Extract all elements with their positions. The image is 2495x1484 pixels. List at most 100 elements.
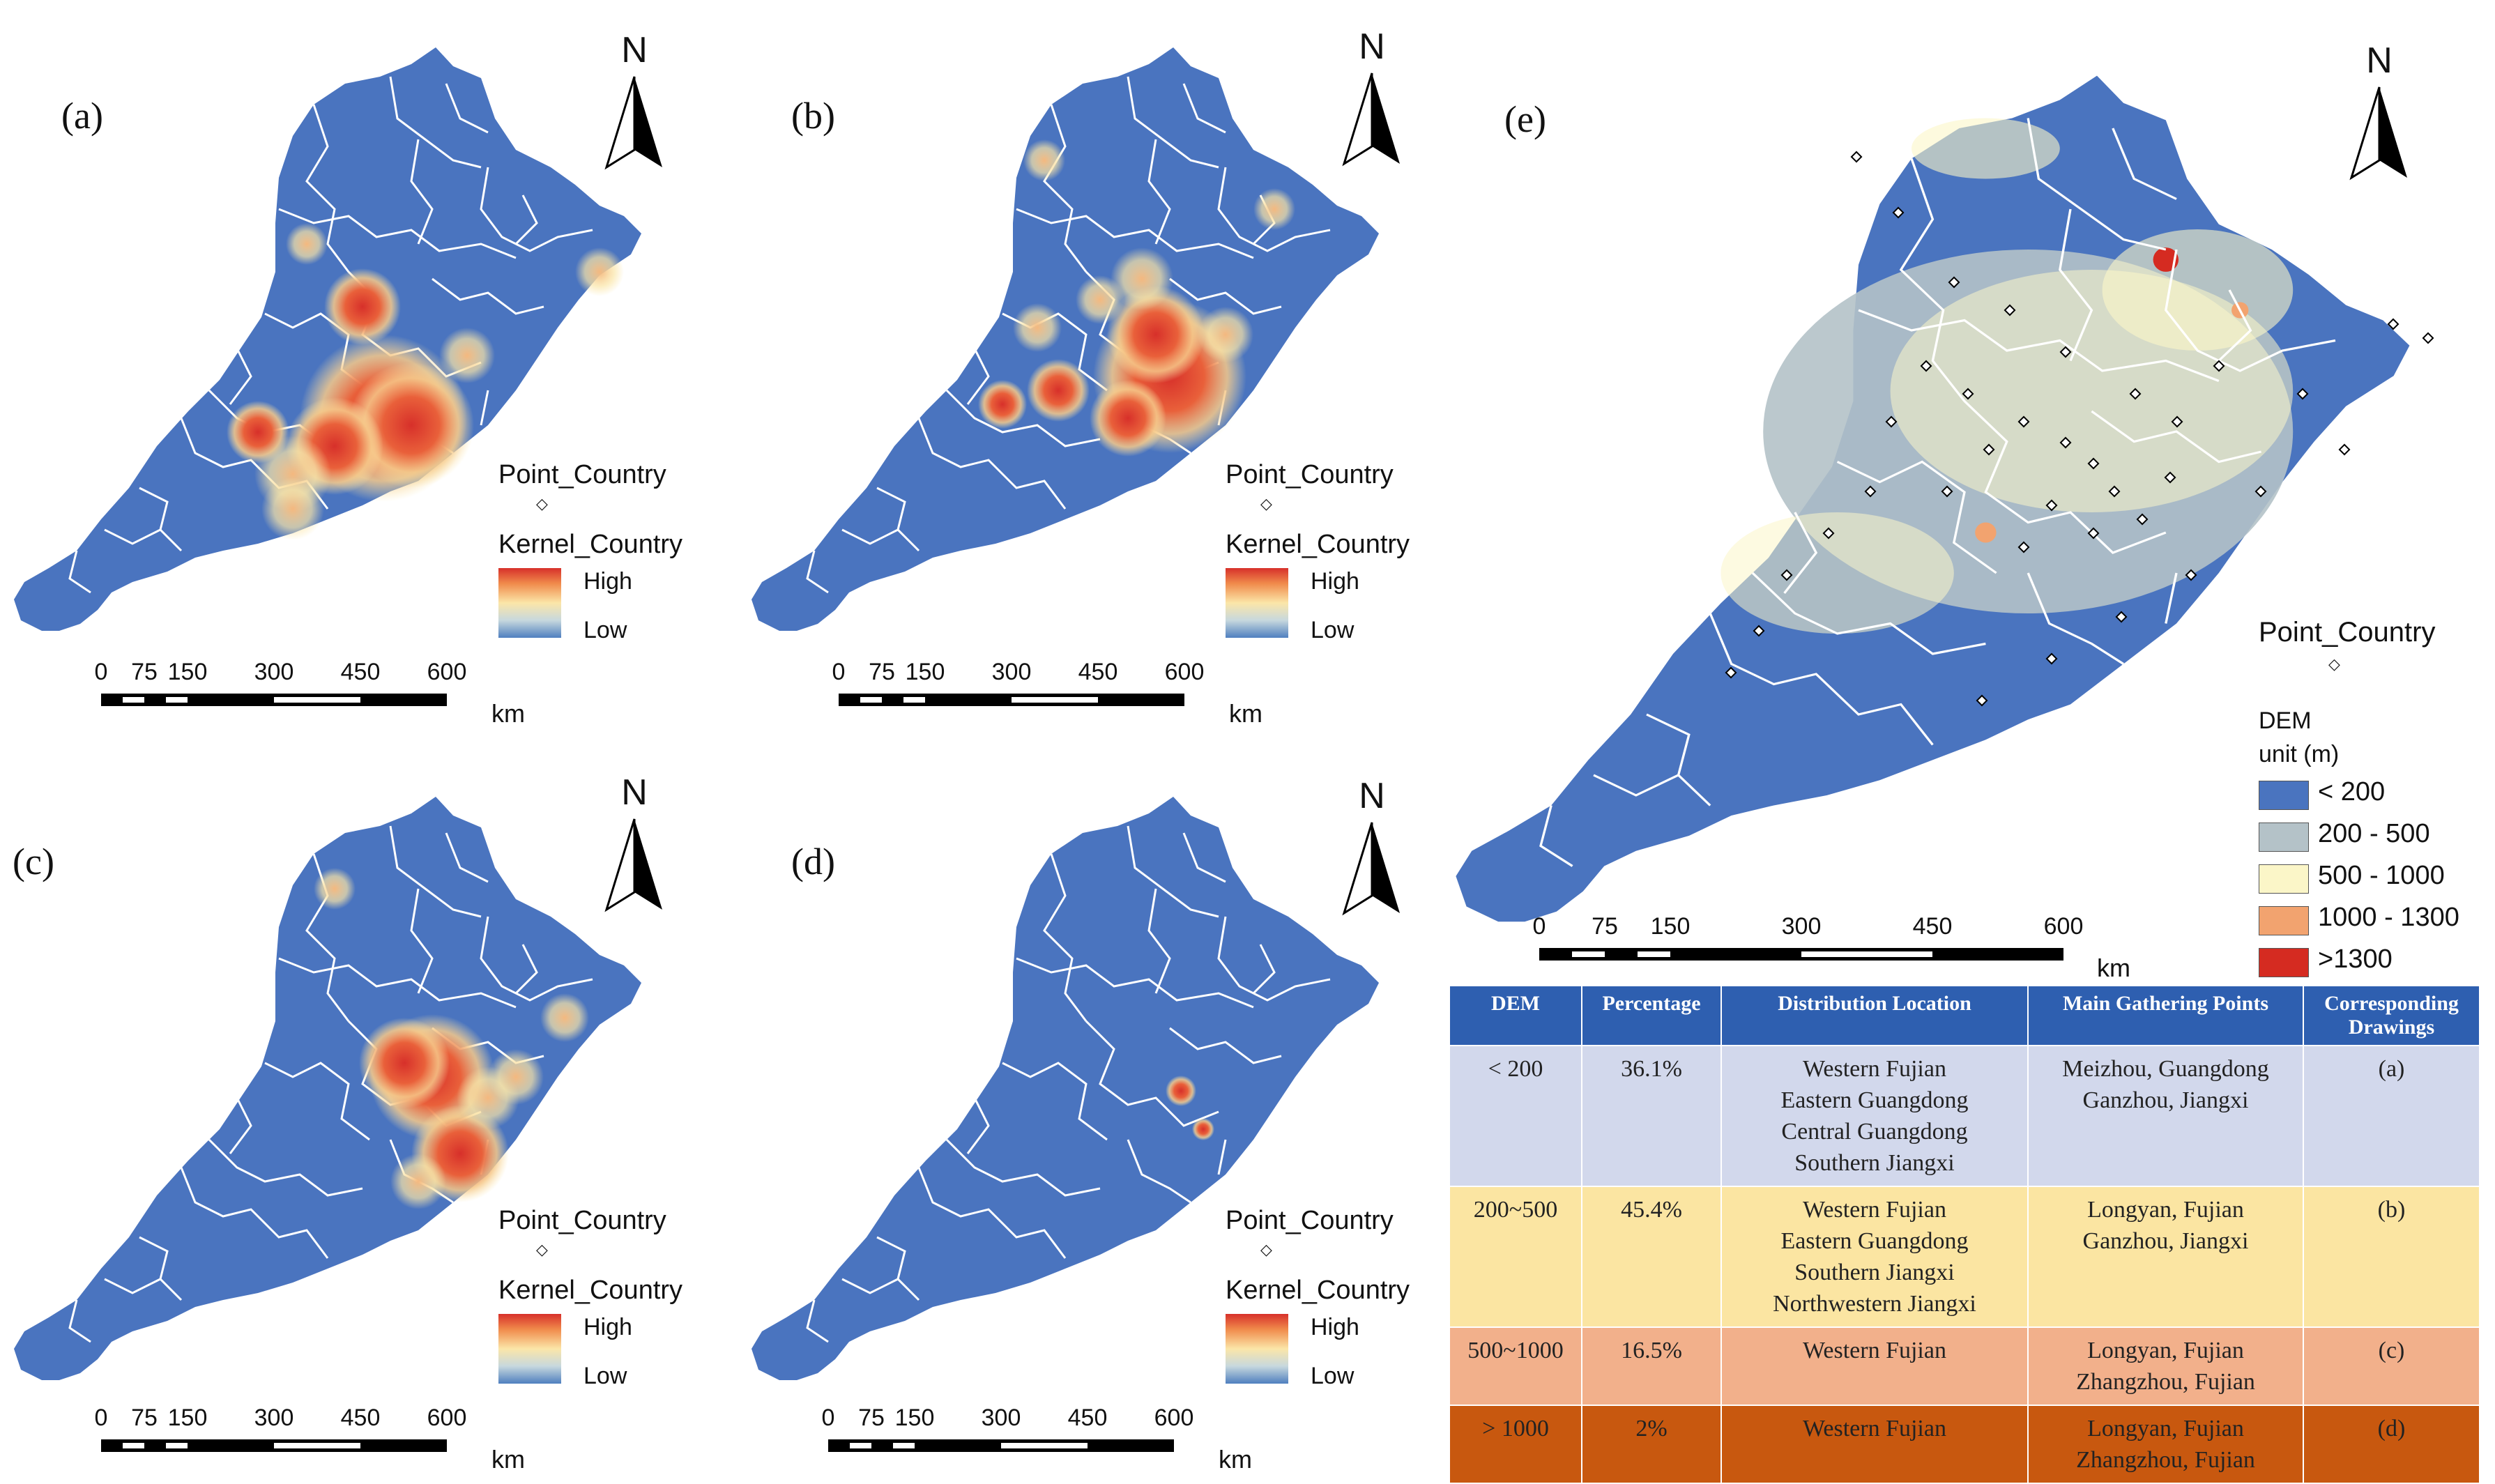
scale-bar-graphic <box>101 1439 447 1452</box>
scale-unit: km <box>2097 954 2130 982</box>
legend-point-title: Point_Country <box>1226 1206 1394 1235</box>
panel-label-e: (e) <box>1504 98 1546 140</box>
gathering-line: Longyan, Fujian <box>2087 1416 2244 1441</box>
scale-tick: 150 <box>905 659 945 685</box>
dem-class-5: >1300 <box>2318 944 2393 974</box>
scale-tick: 600 <box>2043 913 2084 940</box>
legend-low: Low <box>583 1363 627 1389</box>
scale-unit: km <box>1229 699 1262 728</box>
map-panel-c: (c) N Point_Country ◇ Kernel_Country Hig… <box>0 749 725 1481</box>
cell-percentage: 45.4% <box>1581 1186 1722 1328</box>
scale-tick: 75 <box>858 1405 885 1431</box>
north-arrow: N <box>600 772 669 912</box>
scale-tick: 150 <box>167 659 208 685</box>
cell-gathering: Longyan, Fujian Zhangzhou, Fujian <box>2027 1405 2304 1484</box>
legend-kernel-title: Kernel_Country <box>1226 1276 1410 1305</box>
cell-gathering: Longyan, Fujian Zhangzhou, Fujian <box>2027 1326 2304 1406</box>
dem-class-1: < 200 <box>2318 777 2386 806</box>
dem-table: DEM Percentage Distribution Location Mai… <box>1449 985 2480 1484</box>
gathering-line: Longyan, Fujian <box>2087 1338 2244 1363</box>
panel-label-a: (a) <box>61 95 103 137</box>
location-line: Western Fujian <box>1803 1197 1946 1223</box>
table-row: > 1000 2% Western Fujian Longyan, Fujian… <box>1449 1405 2480 1484</box>
panel-label-b: (b) <box>791 95 835 137</box>
scale-bar-graphic <box>828 1439 1174 1452</box>
cell-locations: Western Fujian Eastern Guangdong Souther… <box>1720 1186 2029 1328</box>
scale-tick: 75 <box>131 1405 158 1431</box>
gathering-line: Ganzhou, Jiangxi <box>2082 1228 2249 1254</box>
cell-dem: 200~500 <box>1449 1186 1582 1328</box>
scale-tick: 600 <box>427 659 467 685</box>
location-line: Central Guangdong <box>1781 1119 1968 1145</box>
table-row: < 200 36.1% Western Fujian Eastern Guang… <box>1449 1045 2480 1187</box>
point-symbol: ◇ <box>1260 495 1272 512</box>
scale-bar-d: 0 75 150 300 450 600 km <box>822 1405 1252 1474</box>
cell-drawing: (c) <box>2303 1326 2480 1406</box>
dem-map-e <box>1456 75 2434 922</box>
panel-label-c: (c) <box>13 841 54 882</box>
scale-tick: 450 <box>340 659 381 685</box>
cell-dem: > 1000 <box>1449 1405 1582 1484</box>
legend-kernel-title: Kernel_Country <box>498 530 683 559</box>
legend-high: High <box>583 1314 632 1340</box>
point-symbol: ◇ <box>536 1241 548 1258</box>
scale-bar-graphic <box>1539 948 2063 961</box>
kernel-gradient <box>1226 568 1288 638</box>
cell-dem: 500~1000 <box>1449 1326 1582 1406</box>
dem-legend-unit: unit (m) <box>2259 741 2340 767</box>
dem-swatch-1 <box>2259 781 2309 810</box>
north-letter: N <box>1359 26 1385 67</box>
kernel-gradient <box>1226 1314 1288 1384</box>
cell-drawing: (b) <box>2303 1186 2480 1328</box>
cell-gathering: Longyan, Fujian Ganzhou, Jiangxi <box>2027 1186 2304 1328</box>
scale-bar-graphic <box>839 694 1184 706</box>
dem-class-2: 200 - 500 <box>2318 819 2430 848</box>
panel-label-d: (d) <box>791 841 835 882</box>
location-line: Southern Jiangxi <box>1794 1150 1955 1176</box>
gathering-line: Ganzhou, Jiangxi <box>2082 1087 2249 1113</box>
map-panel-e: (e) N Point_Country ◇ DEM unit (m) < 200… <box>1435 0 2495 983</box>
kernel-density-map-d <box>751 797 1379 1380</box>
north-arrow: N <box>600 30 669 170</box>
dem-swatch-3 <box>2259 864 2309 894</box>
north-letter: N <box>621 30 648 70</box>
scale-tick: 75 <box>1592 913 1618 940</box>
scale-tick: 450 <box>340 1405 381 1431</box>
legend-low: Low <box>1311 617 1355 643</box>
gathering-line: Zhangzhou, Fujian <box>2076 1369 2255 1395</box>
map-panel-a: (a) N Point_Country ◇ Kernel_Country Hig… <box>0 0 725 728</box>
location-line: Western Fujian <box>1803 1338 1946 1363</box>
cell-locations: Western Fujian Eastern Guangdong Central… <box>1720 1045 2029 1187</box>
north-letter: N <box>621 772 648 813</box>
scale-tick: 0 <box>94 659 108 685</box>
cell-dem: < 200 <box>1449 1045 1582 1187</box>
scale-tick: 150 <box>167 1405 208 1431</box>
dem-legend-title: DEM <box>2259 707 2312 734</box>
scale-tick: 300 <box>254 1405 294 1431</box>
scale-tick: 600 <box>427 1405 467 1431</box>
scale-bar-a: 0 75 150 300 450 600 km <box>95 659 525 728</box>
scale-bar-b: 0 75 150 300 450 600 km <box>832 659 1262 728</box>
dem-swatch-2 <box>2259 823 2309 852</box>
cell-drawing: (d) <box>2303 1405 2480 1484</box>
scale-tick: 75 <box>869 659 895 685</box>
legend-point-title: Point_Country <box>498 460 666 489</box>
dem-class-3: 500 - 1000 <box>2318 861 2445 890</box>
dem-legend-point-title: Point_Country <box>2259 617 2436 648</box>
scale-tick: 75 <box>131 659 158 685</box>
location-line: Eastern Guangdong <box>1780 1228 1969 1254</box>
scale-tick: 300 <box>1781 913 1822 940</box>
legend-point-title: Point_Country <box>1226 460 1394 489</box>
cell-percentage: 2% <box>1581 1405 1722 1484</box>
gathering-line: Meizhou, Guangdong <box>2062 1056 2269 1082</box>
legend-low: Low <box>583 617 627 643</box>
scale-tick: 600 <box>1164 659 1205 685</box>
cell-locations: Western Fujian <box>1720 1326 2029 1406</box>
kernel-density-map-a <box>14 47 641 631</box>
scale-tick: 0 <box>1532 913 1546 940</box>
legend-high: High <box>1311 1314 1359 1340</box>
scale-tick: 0 <box>832 659 846 685</box>
location-line: Northwestern Jiangxi <box>1773 1291 1976 1317</box>
map-panel-b: (b) N Point_Country ◇ Kernel_Country Hig… <box>738 0 1463 728</box>
location-line: Western Fujian <box>1803 1056 1946 1082</box>
